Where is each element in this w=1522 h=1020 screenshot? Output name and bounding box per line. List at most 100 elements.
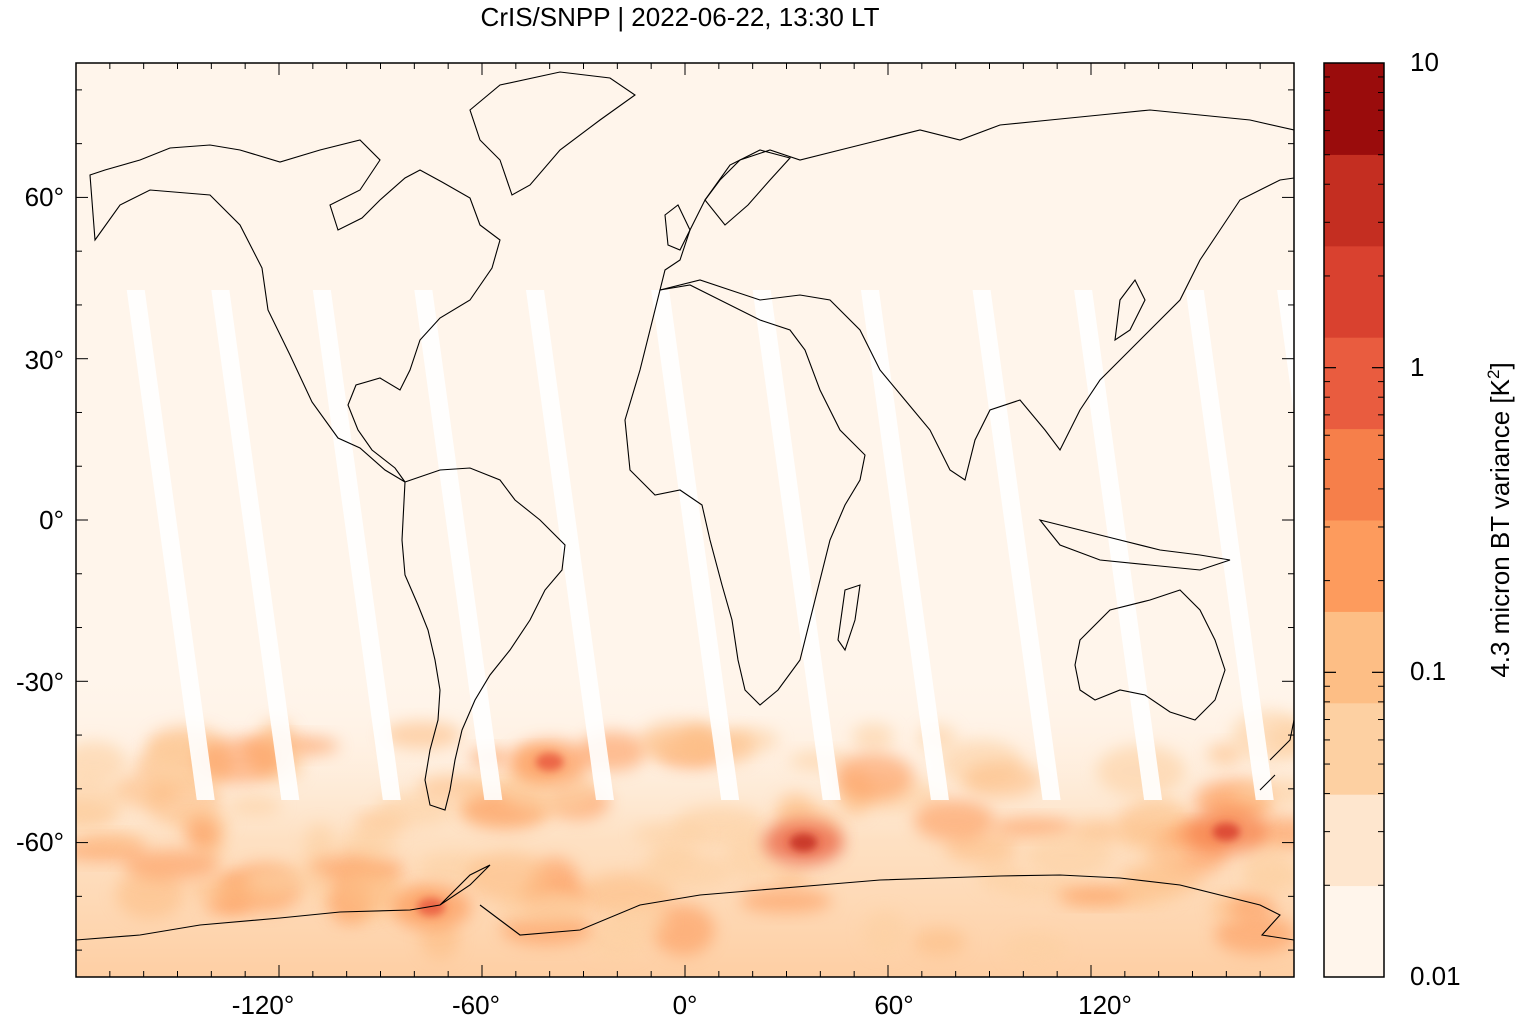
variance-patch: [246, 865, 333, 895]
variance-patch: [1206, 743, 1243, 765]
variance-patch: [196, 738, 283, 784]
variance-patch: [578, 873, 674, 915]
variance-patch: [1244, 843, 1292, 895]
colorbar-segment: [1324, 702, 1384, 795]
swath-gap: [525, 290, 614, 800]
variance-patch: [772, 869, 809, 886]
coast-antarctica: [76, 864, 1294, 941]
swath-gap: [972, 290, 1061, 800]
variance-patch: [639, 853, 734, 889]
y-tick-label: 30°: [24, 345, 64, 375]
x-tick-label: 120°: [1078, 990, 1132, 1020]
variance-patch: [1134, 800, 1182, 819]
coast-new-zealand: [1259, 719, 1294, 791]
colorbar-tick-label: 0.01: [1410, 961, 1461, 991]
coast-scandinavia: [704, 149, 792, 226]
variance-patch: [1002, 876, 1074, 898]
x-tick-label: 0°: [672, 990, 698, 1020]
variance-hotspot-core: [1212, 822, 1241, 841]
swath-gap: [211, 290, 300, 800]
colorbar-tick-label: 10: [1410, 47, 1439, 77]
variance-patch: [339, 867, 398, 914]
variance-patch: [1119, 863, 1202, 896]
variance-patch: [76, 741, 127, 785]
x-tick-label: -120°: [231, 990, 295, 1020]
variance-patch: [115, 870, 185, 919]
coast-north-america: [89, 139, 501, 483]
colorbar-segment: [1324, 245, 1384, 338]
colorbar-label: 4.3 micron BT variance [K2]: [1484, 362, 1516, 677]
coast-eurasia: [659, 109, 1294, 481]
variance-patch: [991, 817, 1076, 837]
colorbar-segment: [1324, 428, 1384, 521]
swath-gap: [651, 290, 740, 800]
swath-gap: [126, 290, 215, 800]
variance-patch: [1231, 778, 1294, 806]
variance-patch: [638, 720, 719, 762]
variance-patch: [833, 753, 914, 801]
variance-patch: [358, 819, 398, 859]
coast-south-america: [401, 467, 566, 811]
variance-patch: [862, 910, 908, 956]
variance-patch: [76, 777, 123, 829]
coast-africa: [624, 284, 866, 706]
y-tick-label: 60°: [24, 182, 64, 212]
colorbar-label-text: 4.3 micron BT variance [K: [1484, 379, 1515, 678]
variance-patch: [375, 792, 457, 827]
colorbar-segment: [1324, 154, 1384, 247]
variance-patch: [776, 793, 814, 826]
variance-hotspot-core: [535, 752, 564, 771]
variance-patch: [1057, 886, 1130, 905]
colorbar-segment: [1324, 885, 1384, 978]
variance-patch: [1214, 914, 1294, 954]
colorbar-label-superscript: 2: [1484, 369, 1504, 380]
variance-patch: [944, 833, 1018, 864]
variance-hotspot-core: [789, 833, 818, 852]
x-tick-label: 60°: [874, 990, 914, 1020]
colorbar-segment: [1324, 794, 1384, 887]
swath-gap: [860, 290, 949, 800]
variance-patch: [1003, 932, 1067, 965]
coastlines: [76, 71, 1294, 941]
coast-madagascar: [837, 584, 861, 652]
variance-patch: [466, 852, 550, 901]
variance-hotspot-core: [417, 898, 446, 917]
variance-blobs: [76, 710, 1294, 965]
variance-patch: [632, 823, 707, 844]
variance-patch: [739, 888, 833, 913]
swath-gap: [1185, 290, 1274, 800]
variance-patch: [912, 927, 967, 956]
variance-patch: [604, 905, 670, 937]
variance-patch: [77, 833, 146, 851]
colorbar-ticks: [1324, 62, 1384, 978]
coast-indonesia: [1038, 519, 1231, 571]
variance-patch: [184, 817, 220, 848]
swath-gap: [752, 290, 841, 800]
swath-gap: [1277, 290, 1294, 414]
colorbar-tick-label: 0.1: [1410, 656, 1447, 686]
variance-patch: [1025, 834, 1112, 878]
coast-australia: [1074, 589, 1226, 721]
swath-gap: [414, 290, 503, 800]
swath-gaps: [126, 290, 1294, 800]
y-tick-label: -60°: [16, 827, 64, 857]
map-title: CrIS/SNPP | 2022-06-22, 13:30 LT: [480, 2, 880, 32]
swath-gap: [312, 290, 401, 800]
variance-patch: [851, 723, 895, 751]
colorbar-segment: [1324, 520, 1384, 612]
y-tick-label: 0°: [39, 505, 64, 535]
x-tick-label: -60°: [452, 990, 500, 1020]
colorbar-frame: [1323, 62, 1385, 978]
colorbar-tick-label: 1: [1410, 352, 1425, 382]
variance-patch: [381, 721, 463, 749]
coast-greenland: [469, 71, 636, 196]
map-ticks: [75, 63, 1295, 977]
colorbar-segment: [1324, 337, 1384, 430]
colorbar-segment: [1324, 63, 1384, 155]
y-tick-label: -30°: [16, 667, 64, 697]
coast-japan: [1114, 278, 1146, 342]
variance-patch: [228, 795, 282, 816]
colorbar: [1324, 63, 1384, 978]
variance-patch: [111, 772, 179, 808]
